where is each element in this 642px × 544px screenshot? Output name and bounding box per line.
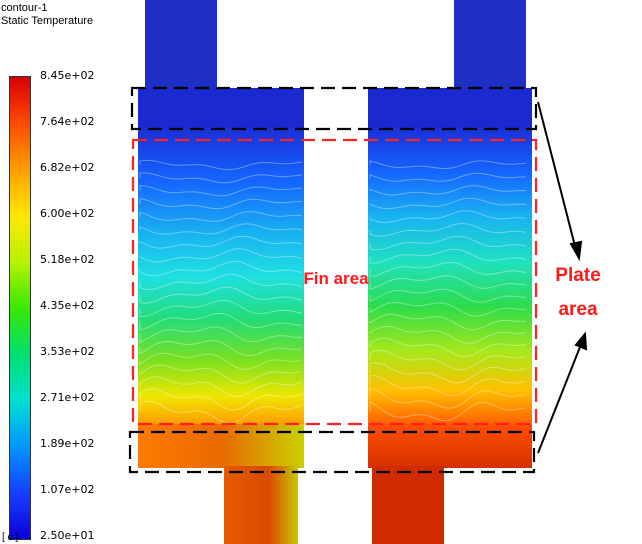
colorbar-tick-label: 3.53e+02 [40,345,95,358]
contour-line [139,223,303,235]
contour-line [369,374,527,397]
contour-line [139,339,303,357]
contour-line [139,273,303,291]
plate-box-top [130,86,538,131]
arrow-group [537,101,588,454]
contour-line [139,172,303,184]
contour-line [369,197,527,210]
contour-line [139,376,303,398]
colorbar-tick-label: 5.18e+02 [40,253,95,266]
contour-line [139,260,303,277]
top-plate-right [368,88,532,130]
plate-area-label-line1: Plate [555,265,601,286]
contour-line [369,172,527,182]
unit-label: [ c ] [2,532,19,543]
colorbar-tick-label: 2.50e+01 [40,529,95,542]
contour-line [139,299,303,318]
contour-line [139,326,303,344]
contour-line [369,185,527,196]
contour-line [139,210,303,222]
colorbar-tick-label: 4.35e+02 [40,299,95,312]
colorbar-tick-label: 1.07e+02 [40,483,95,496]
contour-line [369,248,527,264]
contour-line [369,235,527,251]
contour-line [369,222,527,237]
contour-line [139,400,303,424]
contour-line [369,288,527,303]
legend-title: contour-1 [1,2,48,14]
contour-line [139,286,303,304]
contour-line [139,312,303,331]
colorbar-tick-label: 1.89e+02 [40,437,95,450]
contour-line [139,364,303,384]
contour-lines [139,159,527,424]
bottom-plate-right [368,424,532,468]
arrowhead-top [569,240,583,262]
arrow-to-top-plate [537,101,577,251]
contour-line [139,197,303,210]
arrow-to-bottom-plate [537,341,583,454]
contour-line [139,248,303,263]
bottom-plate-left [138,424,304,468]
contour-line [369,210,527,223]
fin-area-label: Fin area [303,269,369,288]
fin-right [368,128,532,426]
colorbar-tick-label: 8.45e+02 [40,69,95,82]
contour-line [369,362,527,384]
contour-line [139,388,303,411]
contour-line [369,301,527,317]
top-pipe-right [454,0,526,90]
plate-box-bottom [128,430,536,474]
contour-line [369,325,527,344]
plate-area-label-line2: area [558,299,598,320]
colorbar [9,76,31,540]
fin-left [138,128,304,426]
contour-line [369,350,527,371]
contour-line [369,401,527,422]
contour-line [369,275,527,291]
bottom-pipe-right [372,466,444,544]
top-pipe-left [145,0,217,90]
contour-line [369,337,527,358]
contour-line [139,159,303,171]
legend-subtitle: Static Temperature [1,15,94,27]
bottom-pipe-left [224,466,298,544]
colorbar-tick-label: 6.82e+02 [40,161,95,174]
colorbar-tick-label: 6.00e+02 [40,207,95,220]
contour-line [369,387,527,409]
colorbar-tick-label: 7.64e+02 [40,115,95,128]
top-plate-left [138,88,304,130]
contour-line [369,160,527,169]
contour-line [139,352,303,370]
colorbar-tick-label: 2.71e+02 [40,391,95,404]
arrowhead-bottom [574,331,588,351]
fin-box [131,138,538,426]
contour-line [139,235,303,249]
contour-line [369,261,527,278]
contour-line [139,184,303,197]
contour-line [369,313,527,331]
